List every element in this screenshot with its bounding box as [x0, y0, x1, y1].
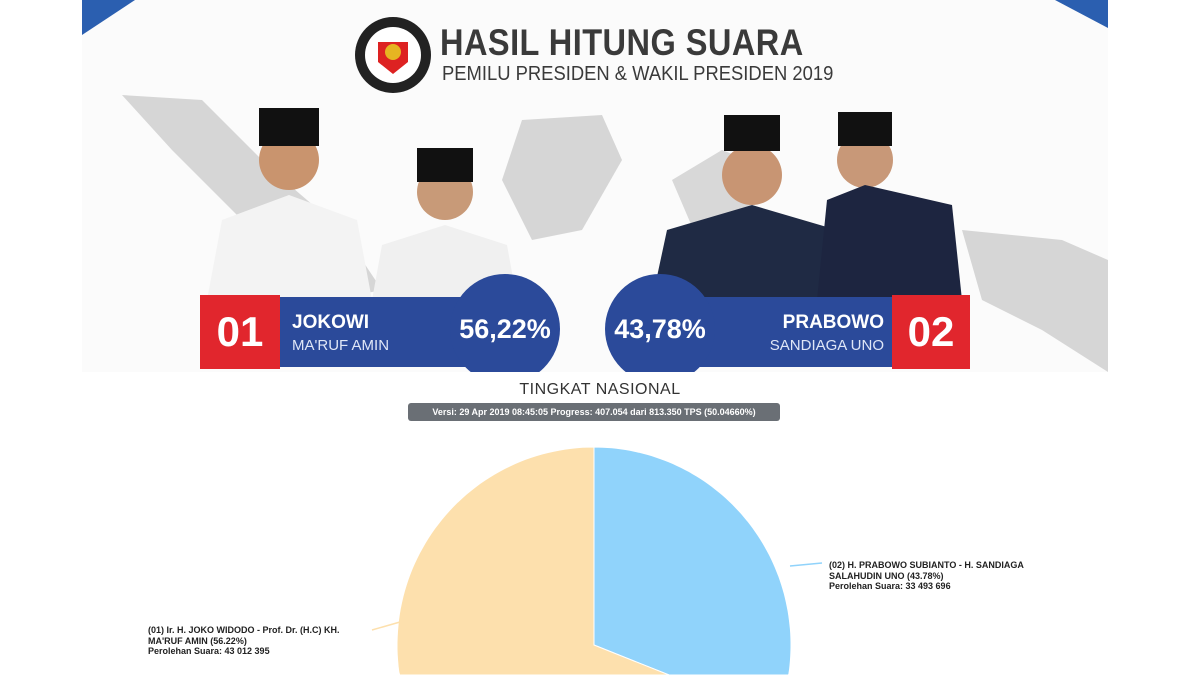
candidate-photo-02 [652, 112, 962, 300]
candidate-02-mate: SANDIAGA UNO [769, 337, 884, 354]
slice-label-01: (01) Ir. H. JOKO WIDODO - Prof. Dr. (H.C… [148, 625, 373, 657]
candidate-02-percent: 43,78% [605, 274, 715, 372]
banner-subtitle: PEMILU PRESIDEN & WAKIL PRESIDEN 2019 [442, 63, 834, 85]
slice-label-02-title: (02) H. PRABOWO SUBIANTO - H. SANDIAGA S… [829, 560, 1024, 581]
candidate-01-number: 01 [200, 295, 280, 369]
candidate-02-bar: PRABOWO SANDIAGA UNO [692, 297, 894, 367]
banner-title: HASIL HITUNG SUARA [440, 22, 804, 63]
indonesia-map-background [82, 0, 1108, 372]
slice-label-01-votes: Perolehan Suara: 43 012 395 [148, 646, 270, 656]
leader-line-01 [371, 621, 401, 631]
candidate-02-number: 02 [892, 295, 970, 369]
kpu-logo [355, 17, 431, 93]
banner: HASIL HITUNG SUARA PEMILU PRESIDEN & WAK… [82, 0, 1108, 372]
section-heading: TINGKAT NASIONAL [519, 381, 681, 398]
candidate-photo-01 [207, 108, 517, 300]
pie-slice-02[interactable] [593, 446, 792, 675]
candidate-02-name: PRABOWO [782, 312, 884, 333]
candidate-01-name: JOKOWI [292, 312, 370, 333]
leader-line-02 [789, 562, 823, 567]
pie-slice-01[interactable] [396, 446, 670, 675]
slice-label-01-title: (01) Ir. H. JOKO WIDODO - Prof. Dr. (H.C… [148, 625, 340, 646]
version-progress-badge: Versi: 29 Apr 2019 08:45:05 Progress: 40… [408, 403, 780, 421]
candidate-01-mate: MA'RUF AMIN [292, 337, 390, 354]
candidate-01-bar: JOKOWI MA'RUF AMIN [280, 297, 480, 367]
slice-label-02: (02) H. PRABOWO SUBIANTO - H. SANDIAGA S… [829, 560, 1069, 592]
candidate-01-percent: 56,22% [450, 274, 560, 372]
slice-label-02-votes: Perolehan Suara: 33 493 696 [829, 581, 951, 591]
